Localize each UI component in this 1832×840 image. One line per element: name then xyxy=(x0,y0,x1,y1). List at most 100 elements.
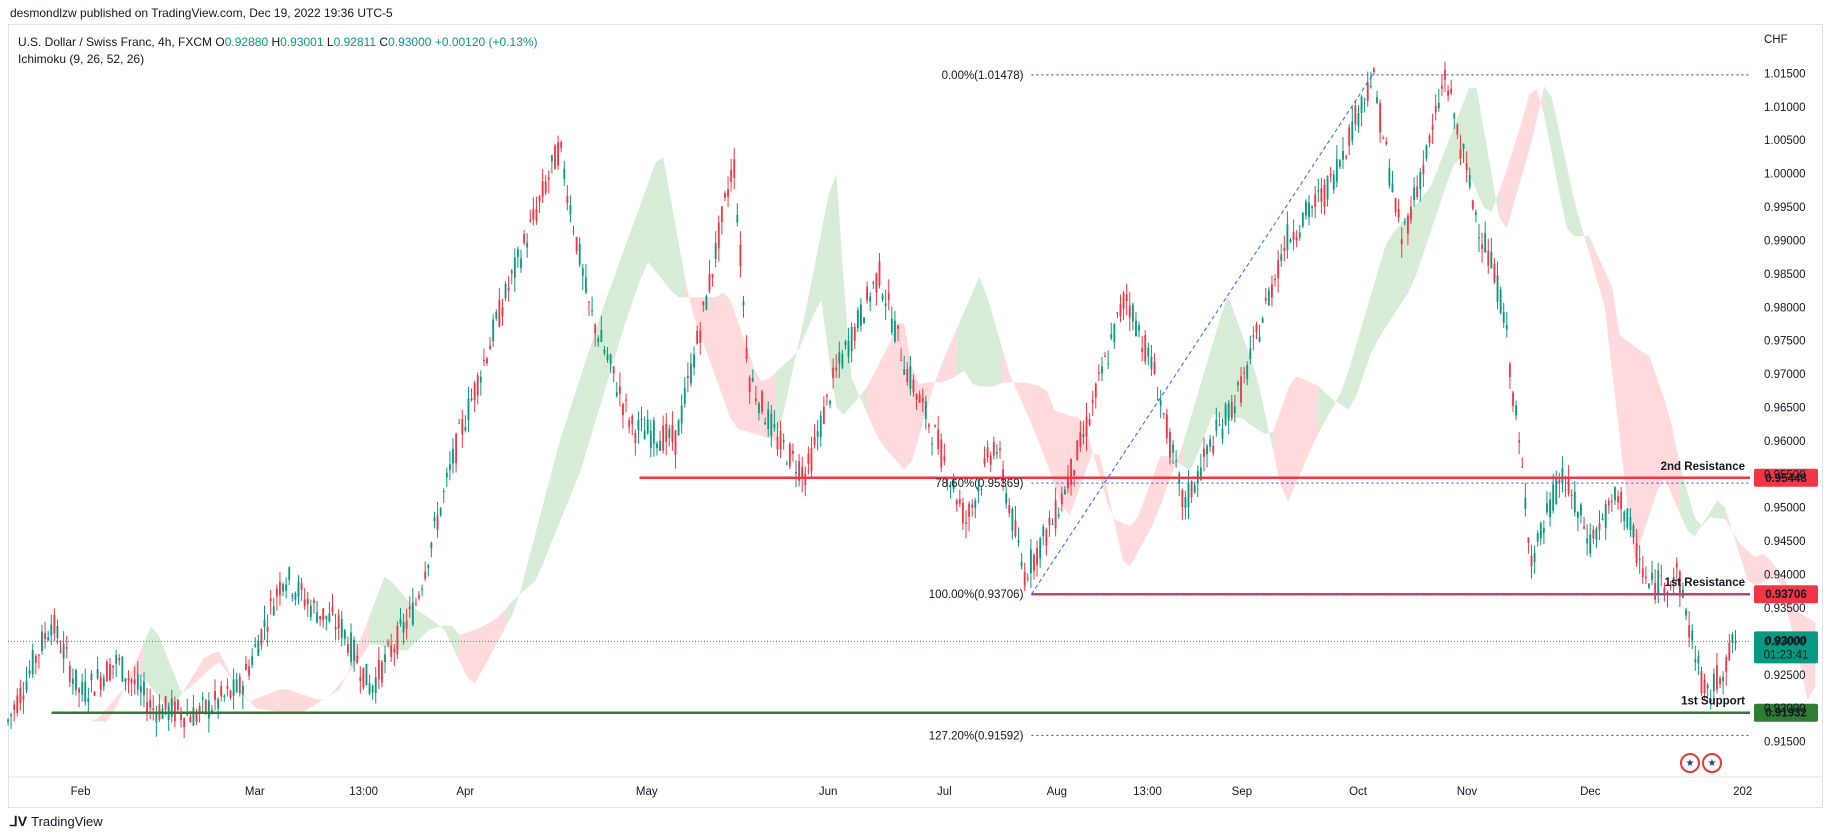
candle-body xyxy=(350,632,352,662)
cloud-bullish-segment xyxy=(505,477,551,629)
level-price-tag-text: 0.91932 xyxy=(1765,708,1807,720)
level-price-tag xyxy=(1754,703,1818,722)
candle-body xyxy=(102,677,105,687)
cloud-bullish-segment xyxy=(1453,87,1499,217)
candle-body xyxy=(538,196,541,202)
cloud-bullish-segment xyxy=(143,626,189,707)
candle-body xyxy=(529,219,532,221)
candle-body xyxy=(869,296,872,302)
candle-body xyxy=(1644,576,1647,579)
cloud-bearish-segment xyxy=(1589,236,1635,560)
us-flag-icon[interactable]: ★ xyxy=(1680,753,1700,773)
candle-body xyxy=(1487,250,1490,266)
us-flag-icon[interactable]: ★ xyxy=(1702,753,1722,773)
candle-body xyxy=(584,277,587,293)
y-tick-label: 0.97500 xyxy=(1764,336,1806,348)
candle-body xyxy=(421,588,424,590)
candle-body xyxy=(1326,176,1329,200)
candle-body xyxy=(1026,578,1029,580)
candle-body xyxy=(1456,124,1459,135)
tradingview-brand[interactable]: ⅃V TradingView xyxy=(10,813,103,830)
candle-body xyxy=(1085,416,1088,437)
candle-body xyxy=(251,656,254,665)
candle-body xyxy=(557,142,560,166)
candles-layer xyxy=(7,61,1737,739)
candle-body xyxy=(628,420,631,428)
candle-body xyxy=(1607,500,1610,506)
candle-body xyxy=(1623,511,1626,522)
candle-body xyxy=(1678,571,1681,597)
candle-body xyxy=(1363,98,1366,100)
candle-body xyxy=(739,244,742,267)
candle-body xyxy=(489,345,492,350)
symbol-name[interactable]: U.S. Dollar / Swiss Franc, 4h, FXCM xyxy=(18,35,213,49)
candle-body xyxy=(977,486,980,492)
candle-body xyxy=(152,708,155,710)
candle-body xyxy=(1388,167,1391,186)
candle-body xyxy=(813,437,816,445)
candle-body xyxy=(1499,289,1502,314)
candle-body xyxy=(1119,304,1122,317)
candle-body xyxy=(640,418,643,420)
candle-body xyxy=(124,678,127,682)
candle-body xyxy=(884,303,887,307)
candle-body xyxy=(652,420,655,444)
candle-body xyxy=(1444,70,1446,80)
currency-label: CHF xyxy=(1764,34,1788,46)
candle-body xyxy=(1440,85,1443,89)
candle-body xyxy=(897,325,899,329)
candle-body xyxy=(1431,125,1434,130)
candle-body xyxy=(1552,484,1555,511)
candle-body xyxy=(1688,625,1691,638)
candle-body xyxy=(1329,173,1332,176)
candle-body xyxy=(84,681,87,702)
y-tick-label: 0.95500 xyxy=(1764,469,1806,481)
levels-layer: 2nd Resistance 0.95448 1st Resistance 0.937… xyxy=(8,461,1818,722)
candle-body xyxy=(353,639,356,662)
x-tick-label: Oct xyxy=(1349,786,1368,798)
candle-body xyxy=(680,405,683,424)
candle-body xyxy=(1175,460,1178,462)
candle-body xyxy=(535,208,538,221)
cloud-bearish-segment xyxy=(233,680,280,712)
candle-body xyxy=(381,661,383,683)
candle-body xyxy=(940,439,943,468)
candle-body xyxy=(464,427,467,431)
candle-body xyxy=(1342,150,1344,160)
candle-body xyxy=(745,348,748,360)
candle-body xyxy=(955,500,958,505)
candle-body xyxy=(408,606,411,610)
candle-body xyxy=(1008,505,1011,513)
candle-body xyxy=(44,633,47,640)
candle-body xyxy=(118,657,121,661)
candle-body xyxy=(832,367,835,378)
candle-body xyxy=(856,310,859,328)
candle-body xyxy=(1515,405,1517,416)
candle-body xyxy=(1669,585,1672,587)
candle-body xyxy=(340,619,343,638)
cloud-bullish-segment xyxy=(53,717,99,722)
indicator-legend[interactable]: Ichimoku (9, 26, 52, 26) xyxy=(18,52,145,66)
candle-body xyxy=(241,685,244,695)
candle-body xyxy=(1459,148,1462,159)
candle-body xyxy=(690,363,692,384)
candle-body xyxy=(365,663,368,686)
candle-body xyxy=(105,661,108,682)
candle-body xyxy=(937,429,940,450)
candle-body xyxy=(325,615,328,619)
candle-body xyxy=(384,654,386,663)
candle-body xyxy=(467,398,470,421)
candle-body xyxy=(399,619,402,624)
candle-body xyxy=(773,424,776,428)
candle-body xyxy=(1450,88,1453,94)
candle-body xyxy=(75,669,77,691)
candle-body xyxy=(1425,145,1428,159)
x-tick-label: 13:00 xyxy=(1133,786,1162,798)
candle-body xyxy=(245,663,247,670)
candle-body xyxy=(368,683,371,694)
candle-body xyxy=(863,317,865,324)
candle-body xyxy=(1502,311,1505,323)
y-tick-label: 0.97000 xyxy=(1764,369,1806,381)
candle-body xyxy=(622,404,624,416)
